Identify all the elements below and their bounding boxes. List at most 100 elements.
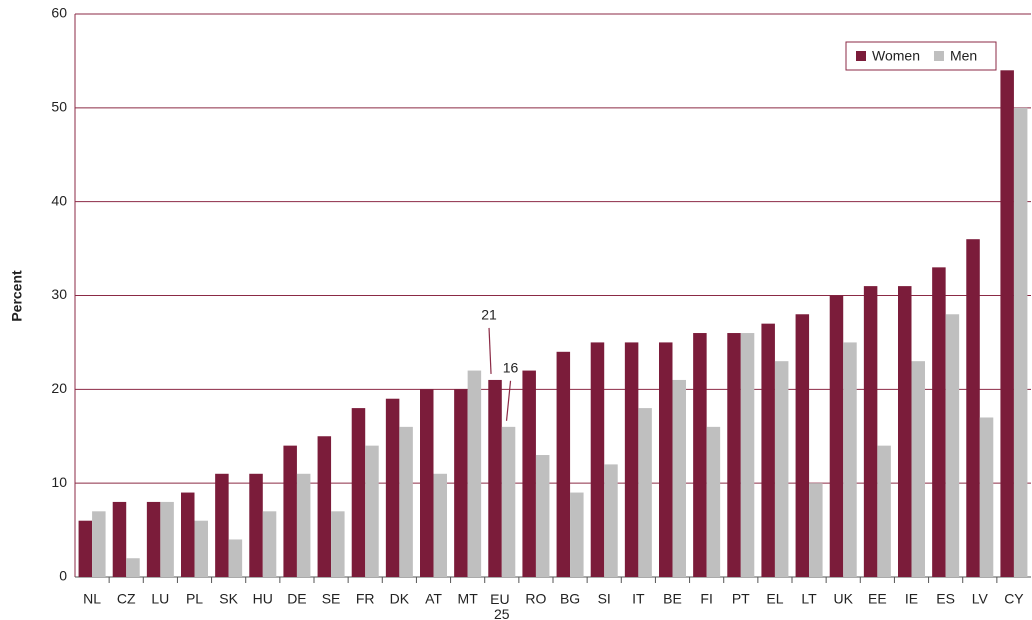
bar	[979, 417, 994, 577]
bar	[659, 342, 673, 577]
bar	[467, 370, 482, 577]
bar	[727, 333, 741, 577]
x-tick-label: HU	[253, 591, 273, 607]
bar	[966, 239, 980, 577]
bar	[535, 455, 550, 577]
x-tick-label: BE	[663, 591, 682, 607]
bar	[693, 333, 707, 577]
bar	[126, 558, 140, 577]
bar	[706, 426, 721, 577]
bar	[843, 342, 857, 577]
x-tick-label: CY	[1004, 591, 1024, 607]
x-tick-label: EU 25	[490, 591, 513, 620]
bar	[590, 342, 605, 577]
x-tick-label: RO	[525, 591, 546, 607]
bar	[215, 473, 229, 577]
x-tick-label: IT	[632, 591, 645, 607]
bar	[829, 295, 844, 577]
x-tick-label: MT	[458, 591, 479, 607]
x-tick-label: PT	[732, 591, 750, 607]
bar	[92, 511, 106, 577]
bar	[863, 286, 878, 577]
legend-swatch	[856, 51, 866, 61]
x-tick-label: BG	[560, 591, 580, 607]
bar	[488, 379, 502, 577]
x-tick-label: LT	[801, 591, 817, 607]
bar	[433, 473, 447, 577]
bar	[795, 314, 810, 577]
bar	[78, 520, 93, 577]
legend-box	[845, 41, 997, 71]
bar	[365, 445, 379, 577]
x-tick-label: PL	[186, 591, 203, 607]
annotation: 16	[503, 360, 519, 376]
x-tick-label: FI	[700, 591, 712, 607]
bar	[911, 361, 925, 577]
legend-swatch	[933, 51, 944, 61]
annotation-leader	[488, 327, 492, 374]
bar	[604, 464, 618, 577]
x-tick-label: CZ	[117, 591, 136, 607]
y-axis-label: Percent	[9, 270, 25, 322]
y-tick-label: 60	[51, 5, 67, 21]
y-tick-label: 40	[51, 192, 67, 208]
legend-label: Men	[950, 48, 977, 64]
bar	[638, 408, 652, 577]
x-tick-label: SE	[322, 591, 341, 607]
bar	[761, 323, 775, 577]
bar	[556, 351, 571, 577]
bar	[740, 333, 755, 577]
bar	[420, 389, 434, 577]
bar	[570, 492, 584, 577]
bar	[932, 267, 946, 577]
bar	[283, 445, 297, 577]
bar	[228, 539, 243, 577]
bar	[399, 426, 413, 577]
y-tick-label: 10	[51, 474, 67, 490]
y-tick-label: 50	[51, 99, 67, 115]
bar	[317, 436, 332, 577]
x-tick-label: EE	[868, 591, 887, 607]
x-tick-label: ES	[936, 591, 955, 607]
y-tick-label: 0	[59, 568, 67, 584]
x-tick-label: UK	[833, 591, 853, 607]
x-tick-label: EL	[766, 591, 783, 607]
legend-label: Women	[872, 48, 920, 64]
bar	[945, 314, 960, 577]
bar	[1013, 107, 1028, 577]
x-tick-label: LU	[151, 591, 169, 607]
y-tick-label: 20	[51, 380, 67, 396]
x-tick-label: LV	[972, 591, 989, 607]
bar	[1000, 70, 1014, 578]
bar	[522, 370, 536, 577]
annotation: 21	[481, 307, 497, 323]
bar	[146, 501, 161, 577]
x-tick-label: FR	[356, 591, 375, 607]
legend: Women Men	[845, 41, 997, 71]
bar	[262, 511, 277, 577]
annotation-leader	[505, 380, 512, 421]
bar	[181, 492, 195, 577]
bar	[877, 445, 891, 577]
bar	[672, 379, 686, 577]
x-tick-label: SI	[598, 591, 611, 607]
bar	[194, 520, 208, 577]
x-tick-label: NL	[83, 591, 101, 607]
bar	[624, 342, 639, 577]
bar	[454, 389, 468, 577]
bar	[809, 483, 823, 577]
x-tick-label: DK	[390, 591, 410, 607]
bar	[160, 501, 174, 577]
bar	[249, 473, 263, 577]
bar	[774, 361, 789, 577]
x-tick-label: AT	[425, 591, 442, 607]
bar	[501, 426, 516, 577]
x-tick-label: DE	[287, 591, 306, 607]
bar	[385, 398, 400, 577]
bar	[351, 408, 366, 577]
bar	[898, 286, 912, 577]
bar	[112, 501, 127, 577]
x-tick-label: SK	[219, 591, 238, 607]
bar	[331, 511, 345, 577]
